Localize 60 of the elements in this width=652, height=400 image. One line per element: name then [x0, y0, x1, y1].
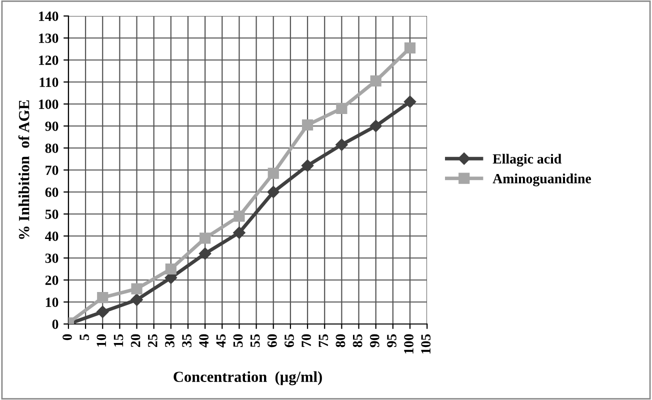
point [97, 292, 108, 304]
y-tick-label: 130 [39, 34, 58, 43]
point [200, 232, 211, 244]
x-tick-label: 80 [336, 334, 346, 348]
x-tick-label: 5 [80, 334, 90, 340]
x-tick-label: 105 [421, 334, 431, 354]
y-tick-label: 60 [45, 188, 58, 197]
x-tick-label: 75 [318, 334, 328, 347]
y-axis-title: % Inhibition of AGE [18, 100, 30, 239]
x-tick-label: 25 [148, 334, 158, 348]
legend-label: Ellagic acid [492, 154, 562, 167]
x-axis-title: Concentration (µg/ml) [174, 371, 322, 386]
y-tick-label: 10 [46, 298, 58, 307]
x-tick-label: 55 [250, 334, 260, 348]
x-tick-label: 20 [130, 334, 140, 348]
point [301, 160, 314, 172]
point [336, 102, 348, 114]
y-tick-label: 40 [45, 232, 58, 241]
y-tick-label: 30 [45, 254, 58, 263]
x-tick-label: 15 [114, 334, 124, 346]
point [234, 210, 245, 222]
x-tick-label: 10 [96, 334, 106, 346]
x-tick-label: 85 [352, 334, 362, 348]
x-tick-label: 60 [267, 334, 277, 348]
y-tick-label: 90 [45, 122, 58, 131]
y-tick-label: 140 [39, 12, 58, 21]
y-tick-label: 110 [40, 78, 58, 87]
point [233, 226, 246, 239]
point [267, 186, 280, 198]
point [131, 283, 142, 294]
point [198, 248, 212, 260]
point [404, 42, 416, 54]
y-tick-label: 50 [45, 210, 58, 219]
point [336, 138, 348, 151]
point [370, 75, 382, 86]
point [96, 306, 109, 318]
point [165, 263, 176, 275]
point [268, 168, 279, 179]
y-tick-label: 20 [45, 276, 58, 285]
legend-label: Aminoguanidine [492, 174, 591, 186]
x-tick-label: 30 [165, 334, 174, 348]
point [404, 96, 416, 108]
y-tick-label: 70 [46, 166, 58, 175]
y-tick-label: 100 [39, 100, 58, 109]
x-tick-label: 50 [233, 334, 243, 348]
y-tick-label: 80 [45, 144, 58, 153]
point [130, 294, 143, 306]
x-tick-label: 100 [404, 334, 414, 354]
x-tick-label: 90 [370, 334, 380, 348]
x-tick-label: 95 [387, 334, 396, 348]
x-tick-label: 40 [199, 334, 209, 348]
point [302, 119, 314, 130]
point [370, 120, 382, 132]
y-tick-label: 120 [39, 56, 58, 65]
x-tick-label: 65 [284, 334, 294, 348]
y-tick-label: 0 [52, 320, 58, 329]
x-tick-label: 35 [182, 334, 192, 348]
x-tick-label: 45 [216, 334, 226, 348]
x-tick-label: 0 [62, 334, 72, 340]
x-tick-label: 70 [302, 334, 312, 347]
